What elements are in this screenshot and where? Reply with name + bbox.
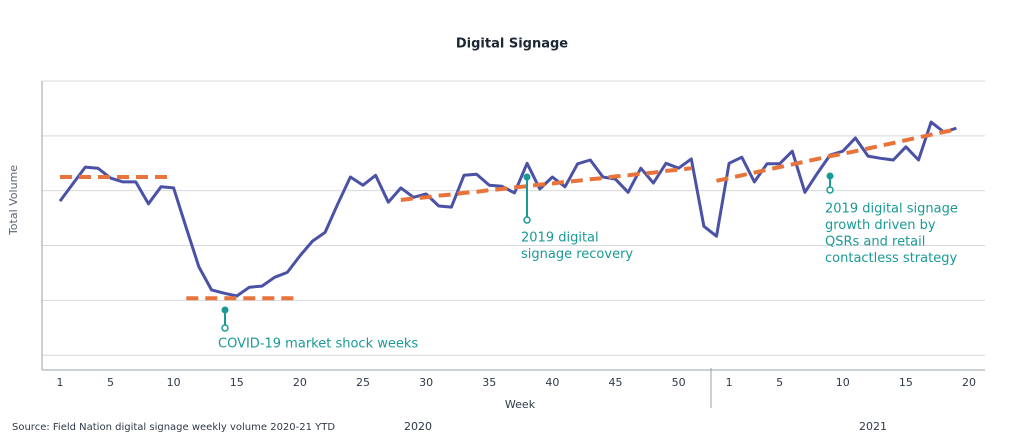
annotation-text: 2019 digital signage [825, 202, 958, 217]
x-tick-label: 15 [899, 376, 913, 389]
annotation-text: contactless strategy [825, 251, 957, 266]
x-axis-label: Week [505, 398, 536, 411]
year-label: 2020 [404, 420, 432, 433]
source-note: Source: Field Nation digital signage wee… [12, 422, 335, 433]
x-tick-label: 25 [356, 376, 370, 389]
annotation-text: growth driven by [825, 218, 936, 233]
annotation-pin-head [523, 173, 531, 181]
x-tick-label: 1 [57, 376, 64, 389]
annotation-text: signage recovery [521, 247, 633, 262]
annotation-text: 2019 digital [521, 231, 599, 246]
x-tick-label: 40 [545, 376, 559, 389]
x-tick-label: 5 [107, 376, 114, 389]
annotation-text: COVID-19 market shock weeks [218, 337, 418, 352]
annotation-pin-head [221, 306, 229, 314]
x-tick-label: 5 [776, 376, 783, 389]
x-tick-label: 1 [726, 376, 733, 389]
annotation-pin-head [826, 172, 834, 180]
x-tick-label: 10 [836, 376, 850, 389]
year-label: 2021 [859, 420, 887, 433]
annotation-text: QSRs and retail [825, 235, 925, 250]
x-tick-label: 20 [293, 376, 307, 389]
x-tick-label: 35 [482, 376, 496, 389]
x-tick-label: 50 [672, 376, 686, 389]
trend-line [60, 166, 692, 202]
x-tick-label: 15 [230, 376, 244, 389]
annotation-pin-foot [221, 324, 229, 332]
x-tick-label: 10 [167, 376, 181, 389]
annotation-pin-foot [523, 216, 531, 224]
x-tick-label: 20 [962, 376, 976, 389]
x-tick-label: 30 [419, 376, 433, 389]
y-axis-label: Total Volume [7, 165, 20, 236]
chart-title: Digital Signage [456, 37, 568, 52]
data-line [58, 120, 957, 298]
annotation-pin-foot [826, 186, 834, 194]
trend-line [186, 127, 957, 301]
x-tick-label: 45 [609, 376, 623, 389]
